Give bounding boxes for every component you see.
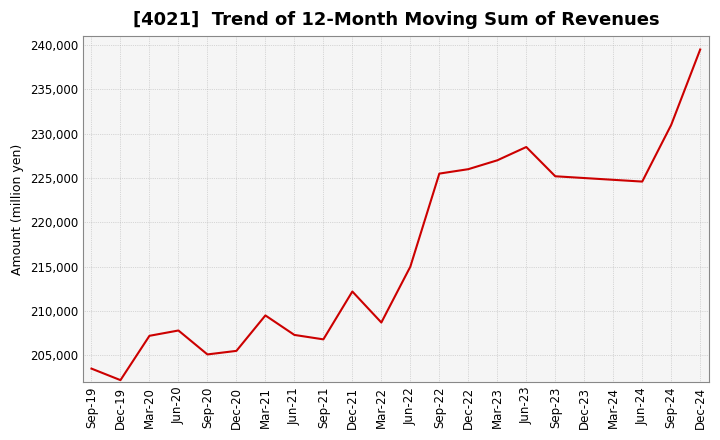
Title: [4021]  Trend of 12-Month Moving Sum of Revenues: [4021] Trend of 12-Month Moving Sum of R… — [132, 11, 659, 29]
Y-axis label: Amount (million yen): Amount (million yen) — [11, 143, 24, 275]
